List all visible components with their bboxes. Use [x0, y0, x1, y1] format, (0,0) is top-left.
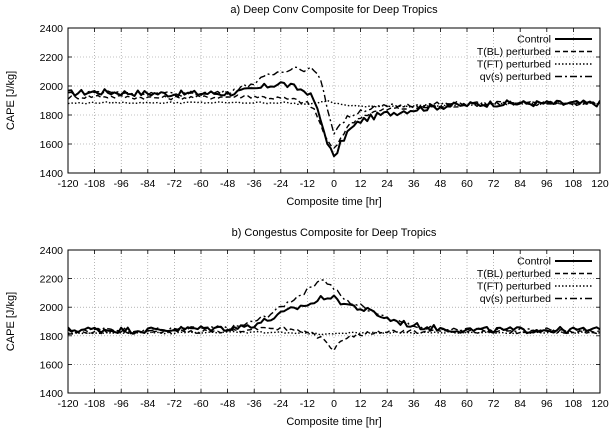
y-tick-label: 2000: [40, 302, 64, 314]
legend-label: qv(s) perturbed: [480, 71, 551, 83]
x-axis-label: Composite time [hr]: [286, 196, 381, 208]
series-group: [68, 279, 600, 351]
legend-label: Control: [517, 34, 551, 46]
x-tick-label: -96: [114, 398, 129, 410]
y-tick-label: 1600: [40, 359, 64, 371]
x-tick-label: -24: [273, 398, 288, 410]
legend-label: Control: [517, 256, 551, 268]
y-axis-label: CAPE [J/kg]: [5, 292, 17, 351]
series-line-qv-s-perturbed: [68, 66, 600, 135]
x-tick-label: -48: [220, 178, 235, 190]
x-tick-label: -48: [220, 398, 235, 410]
legend-label: T(BL) perturbed: [477, 268, 551, 280]
x-tick-label: 48: [435, 178, 447, 190]
x-tick-label: -108: [84, 178, 105, 190]
x-tick-label: 60: [461, 178, 473, 190]
x-tick-label: 108: [565, 178, 583, 190]
legend-label: T(FT) perturbed: [477, 281, 551, 293]
y-tick-label: 1800: [40, 110, 64, 122]
x-tick-label: -120: [57, 398, 78, 410]
x-tick-label: 96: [541, 178, 553, 190]
y-tick-label: 1400: [40, 168, 64, 180]
x-tick-label: 120: [591, 398, 609, 410]
x-tick-label: -72: [167, 178, 182, 190]
x-tick-label: -72: [167, 398, 182, 410]
x-tick-label: -108: [84, 398, 105, 410]
y-tick-label: 1800: [40, 331, 64, 343]
x-tick-label: 120: [591, 178, 609, 190]
x-tick-label: -84: [140, 178, 155, 190]
x-tick-label: 84: [514, 398, 526, 410]
series-line-t-bl-perturbed: [68, 326, 600, 351]
x-tick-label: 24: [381, 398, 393, 410]
x-tick-label: 0: [331, 178, 337, 190]
x-tick-label: 24: [381, 178, 393, 190]
x-tick-label: -36: [247, 398, 262, 410]
x-tick-label: 96: [541, 398, 553, 410]
y-tick-label: 1400: [40, 388, 64, 400]
y-tick-label: 2400: [40, 245, 64, 257]
series-line-qv-s-perturbed: [68, 279, 600, 333]
x-tick-label: 12: [355, 398, 367, 410]
x-tick-label: 36: [408, 178, 420, 190]
legend-label: T(BL) perturbed: [477, 46, 551, 58]
x-tick-label: 72: [488, 178, 500, 190]
x-tick-label: -84: [140, 398, 155, 410]
x-tick-label: 36: [408, 398, 420, 410]
series-group: [68, 66, 600, 158]
y-tick-label: 2200: [40, 52, 64, 64]
chart-title: a) Deep Conv Composite for Deep Tropics: [230, 4, 438, 16]
legend-label: qv(s) perturbed: [480, 293, 551, 305]
x-axis-label: Composite time [hr]: [286, 416, 381, 428]
x-tick-label: 108: [565, 398, 583, 410]
x-tick-label: -36: [247, 178, 262, 190]
y-tick-label: 2200: [40, 274, 64, 286]
x-tick-label: -12: [300, 398, 315, 410]
chart-panel-b: b) Congestus Composite for Deep Tropics -…: [5, 227, 609, 428]
grid: [67, 27, 601, 174]
x-tick-label: 48: [435, 398, 447, 410]
x-tick-label: -60: [193, 178, 208, 190]
x-tick-label: 12: [355, 178, 367, 190]
y-axis-label: CAPE [J/kg]: [5, 71, 17, 130]
x-tick-label: -96: [114, 178, 129, 190]
chart-panel-a: a) Deep Conv Composite for Deep Tropics -…: [5, 4, 609, 208]
x-tick-label: -120: [57, 178, 78, 190]
y-tick-label: 2000: [40, 81, 64, 93]
x-tick-label: -24: [273, 178, 288, 190]
y-tick-label: 2400: [40, 23, 64, 35]
x-tick-label: 84: [514, 178, 526, 190]
x-tick-label: 60: [461, 398, 473, 410]
x-tick-label: -12: [300, 178, 315, 190]
y-tick-label: 1600: [40, 139, 64, 151]
x-tick-label: -60: [193, 398, 208, 410]
chart-title: b) Congestus Composite for Deep Tropics: [232, 227, 437, 239]
x-tick-label: 72: [488, 398, 500, 410]
legend-label: T(FT) perturbed: [477, 59, 551, 71]
x-tick-label: 0: [331, 398, 337, 410]
